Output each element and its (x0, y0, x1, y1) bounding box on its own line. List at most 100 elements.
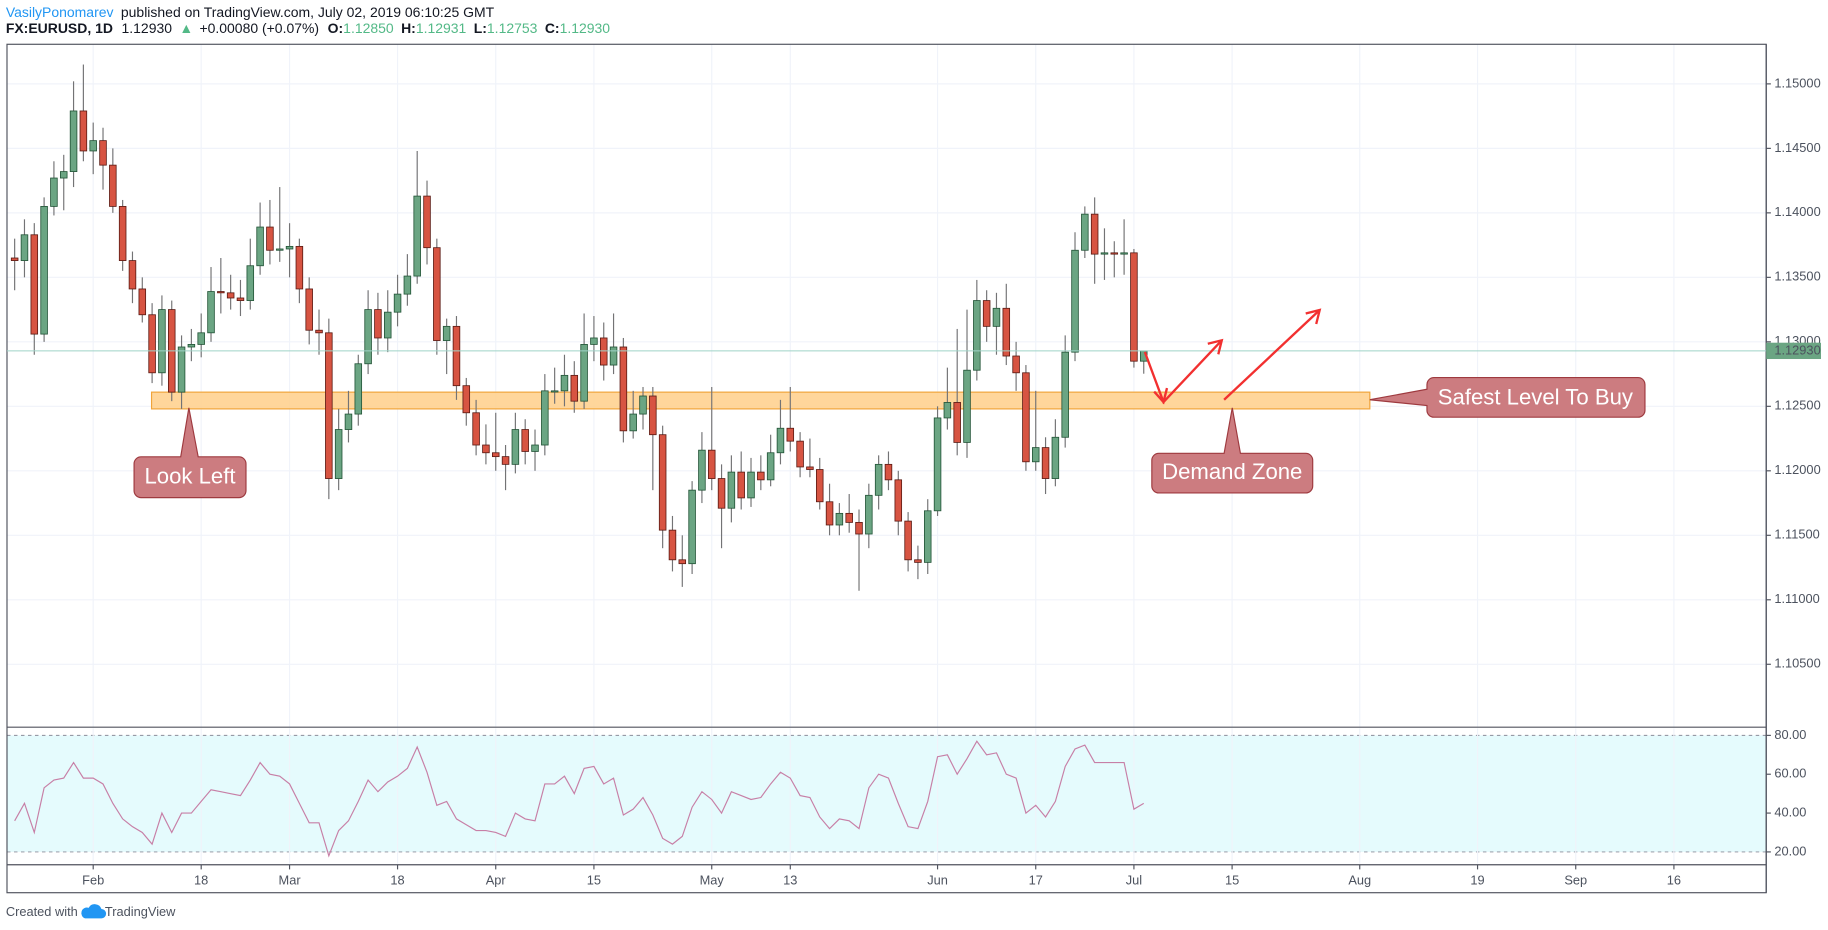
published: published on TradingView.com, July 02, 2… (121, 4, 495, 20)
candle-body (109, 164, 117, 207)
callout-look-left (133, 407, 247, 499)
candle-body (99, 140, 107, 166)
candle-body (992, 307, 1001, 327)
candle-body (766, 452, 775, 481)
ohlc-value: 1.12930 (560, 20, 611, 36)
candle-body (433, 247, 441, 341)
candle-body (511, 429, 520, 465)
candle-body (1071, 249, 1079, 353)
candle-body (325, 332, 333, 479)
x-tick-label: 16 (1667, 872, 1681, 887)
candle-body (590, 337, 598, 345)
y-tick-label: 1.13500 (1774, 269, 1820, 284)
candle-body (256, 226, 264, 267)
candle-body (197, 332, 205, 345)
callout-safest-level (1369, 377, 1646, 418)
candle-body (884, 463, 893, 481)
candle-body (1031, 447, 1040, 463)
candle-body (776, 427, 785, 454)
y-tick-label: 1.14500 (1774, 140, 1820, 155)
candle-body (442, 325, 451, 341)
candle-body (914, 559, 922, 563)
y-tick-label: 1.12000 (1774, 462, 1820, 477)
y-tick-label: 1.12500 (1774, 398, 1820, 413)
indicator-tick-label: 20.00 (1774, 843, 1806, 858)
candle-body (472, 412, 480, 446)
candle-body (786, 427, 795, 442)
y-tick-label: 1.10500 (1774, 656, 1820, 671)
candle-body (79, 110, 88, 152)
candle-body (59, 171, 68, 179)
arrow-head (1305, 308, 1322, 325)
candle-body (403, 275, 412, 295)
x-tick-label: Apr (486, 872, 507, 887)
candle-body (835, 512, 844, 526)
candle-body (698, 449, 706, 491)
author[interactable]: VasilyPonomarev (6, 4, 114, 20)
candle-body (491, 452, 500, 458)
annotation-layer: Look Left Demand Zone Safest Level To Bu… (133, 308, 1646, 499)
footer-brand[interactable]: TradingView (105, 904, 176, 919)
x-tick-label: Jul (1126, 872, 1142, 887)
x-tick-label: Sep (1564, 872, 1587, 887)
candle-body (501, 456, 510, 465)
candle-body (855, 521, 863, 535)
ohlc-value: 1.12850 (343, 20, 394, 36)
candle-body (226, 292, 235, 299)
x-tick-label: 17 (1029, 872, 1043, 887)
candle-body (560, 374, 569, 392)
brand-logo (81, 904, 107, 919)
candle-body (1002, 307, 1011, 357)
candle-body (649, 395, 657, 436)
candle-body (619, 346, 628, 432)
candle-body (207, 291, 215, 334)
candle-body (825, 501, 834, 526)
candle-body (89, 140, 97, 152)
candle-body (40, 206, 48, 335)
candle-body (1022, 372, 1030, 463)
candle-body (374, 309, 382, 339)
candle-body (923, 510, 932, 563)
candle-body (295, 245, 304, 290)
candle-body (482, 444, 490, 454)
x-tick-label: 18 (194, 872, 208, 887)
candle-body (943, 402, 952, 419)
candle-body (236, 297, 245, 301)
background-layer: Feb 18 Mar 18 Apr 15 May 13 Jun 17 Jul 15 Aug 19 Sep 16… (6, 43, 1821, 894)
callout-demand-zone (1151, 407, 1314, 494)
indicator-band (6, 735, 1767, 852)
candle-body (570, 374, 579, 402)
x-tick-label: 19 (1470, 872, 1484, 887)
x-tick-label: Feb (82, 872, 104, 887)
candle-body (629, 413, 637, 432)
candle-body (187, 344, 196, 348)
candle-body (315, 329, 323, 334)
candle-body (904, 520, 912, 561)
callout-text: Demand Zone (1162, 459, 1302, 484)
arrow-path (1223, 309, 1321, 401)
y-tick-label: 1.15000 (1774, 75, 1820, 90)
x-tick-label: Jun (927, 872, 948, 887)
candle-body (1100, 252, 1109, 255)
candle-body (148, 314, 156, 374)
candle-body (246, 265, 255, 301)
candle-body (128, 260, 137, 290)
change: +0.00080 (+0.07%) (199, 20, 319, 36)
candle-body (717, 478, 726, 509)
candle-body (1051, 436, 1060, 479)
callout-text: Look Left (145, 464, 236, 489)
candle-body (354, 363, 363, 415)
last-price-label: 1.12930 (1774, 342, 1820, 357)
candle-body (815, 469, 824, 503)
x-tick-label: May (700, 872, 725, 887)
candle-body (275, 248, 284, 251)
candle-body (874, 463, 883, 496)
candle-body (285, 245, 294, 250)
candle-body (678, 559, 687, 565)
candle-body (727, 471, 736, 509)
indicator-tick-label: 80.00 (1774, 727, 1806, 742)
candle-body (521, 429, 529, 452)
ohlc-value: 1.12931 (416, 20, 467, 36)
